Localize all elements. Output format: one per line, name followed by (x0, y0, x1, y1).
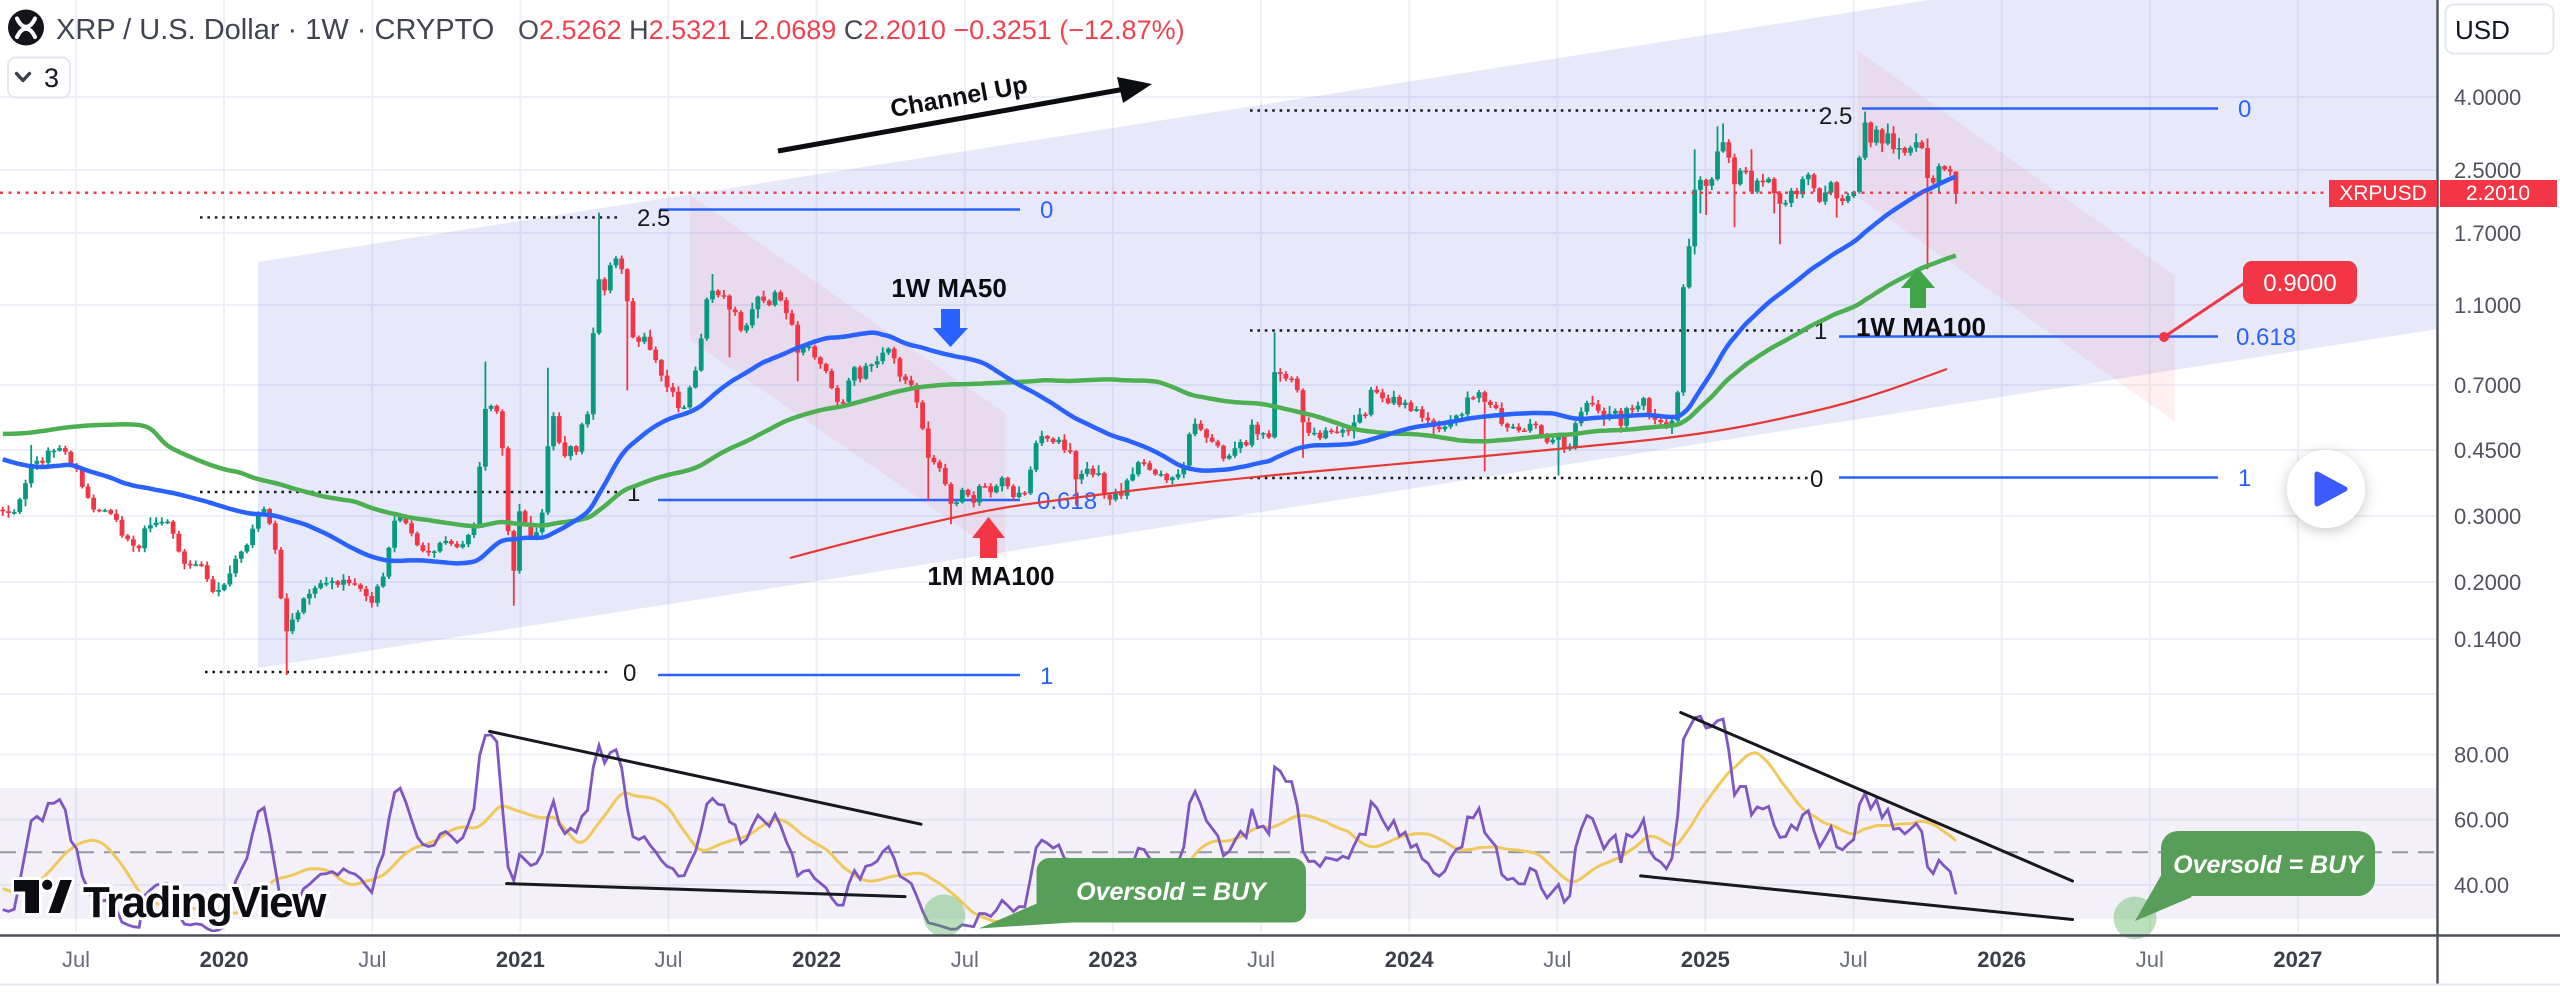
svg-text:2026: 2026 (1977, 947, 2026, 972)
svg-text:0: 0 (1810, 466, 1823, 493)
svg-text:Jul: Jul (951, 947, 979, 972)
svg-text:Jul: Jul (654, 947, 682, 972)
svg-text:3: 3 (44, 63, 59, 93)
svg-text:2023: 2023 (1088, 947, 1137, 972)
svg-text:2025: 2025 (1681, 947, 1730, 972)
svg-text:O2.5262 H2.5321 L2.0689 C2.201: O2.5262 H2.5321 L2.0689 C2.2010 −0.3251 … (518, 15, 1185, 45)
svg-text:1M MA100: 1M MA100 (927, 561, 1054, 591)
svg-text:2.5: 2.5 (1819, 103, 1852, 130)
svg-text:60.00: 60.00 (2454, 808, 2509, 833)
svg-text:2027: 2027 (2273, 947, 2322, 972)
svg-text:1: 1 (1040, 663, 1053, 690)
svg-text:Jul: Jul (1543, 947, 1571, 972)
svg-text:1W MA100: 1W MA100 (1856, 312, 1986, 342)
svg-text:2021: 2021 (496, 947, 545, 972)
svg-text:0: 0 (1040, 197, 1053, 224)
svg-text:2.2010: 2.2010 (2466, 182, 2530, 205)
svg-text:Jul: Jul (358, 947, 386, 972)
svg-text:Oversold = BUY: Oversold = BUY (2173, 851, 2365, 879)
svg-text:2020: 2020 (200, 947, 249, 972)
svg-text:1.7000: 1.7000 (2454, 221, 2521, 246)
svg-text:0.3000: 0.3000 (2454, 504, 2521, 529)
svg-text:Jul: Jul (2136, 947, 2164, 972)
svg-text:4.0000: 4.0000 (2454, 85, 2521, 110)
svg-text:TradingView: TradingView (83, 878, 327, 927)
svg-text:1: 1 (2238, 465, 2251, 492)
svg-text:2.5000: 2.5000 (2454, 158, 2521, 183)
svg-text:80.00: 80.00 (2454, 743, 2509, 768)
svg-text:XRPUSD: XRPUSD (2339, 182, 2427, 205)
svg-text:2022: 2022 (792, 947, 841, 972)
svg-text:0.9000: 0.9000 (2263, 270, 2336, 297)
svg-text:0: 0 (2238, 96, 2251, 123)
svg-text:XRP / U.S. Dollar · 1W · CRYPT: XRP / U.S. Dollar · 1W · CRYPTO (56, 14, 494, 46)
svg-text:40.00: 40.00 (2454, 873, 2509, 898)
svg-text:0: 0 (623, 660, 636, 687)
svg-text:2.5: 2.5 (637, 205, 670, 232)
svg-text:0.7000: 0.7000 (2454, 373, 2521, 398)
svg-text:0.4500: 0.4500 (2454, 438, 2521, 463)
svg-text:2024: 2024 (1385, 947, 1435, 972)
svg-text:0.618: 0.618 (2236, 324, 2296, 351)
svg-text:0.2000: 0.2000 (2454, 570, 2521, 595)
svg-text:USD: USD (2455, 15, 2510, 45)
svg-text:Jul: Jul (1840, 947, 1868, 972)
svg-text:0.1400: 0.1400 (2454, 627, 2521, 652)
svg-text:Jul: Jul (1247, 947, 1275, 972)
svg-text:1.1000: 1.1000 (2454, 293, 2521, 318)
svg-text:Oversold = BUY: Oversold = BUY (1076, 878, 1268, 906)
svg-text:Jul: Jul (62, 947, 90, 972)
svg-text:1W MA50: 1W MA50 (891, 273, 1007, 303)
